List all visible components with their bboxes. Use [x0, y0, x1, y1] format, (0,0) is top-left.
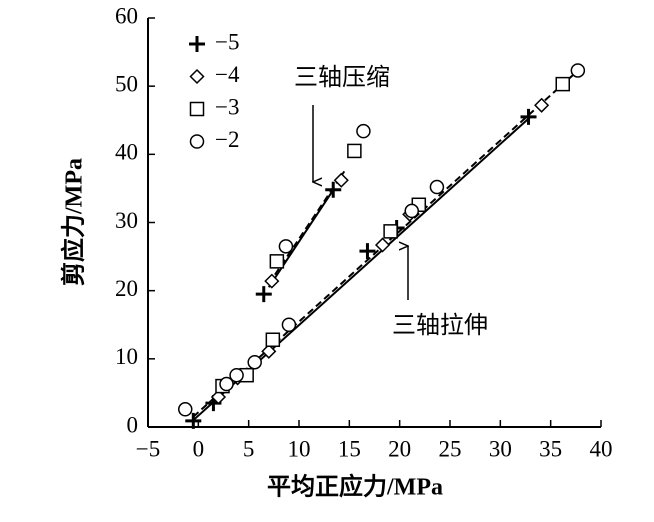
point — [570, 63, 586, 78]
point — [265, 332, 281, 347]
point — [404, 203, 419, 219]
x-axis-label: 平均正应力/MPa — [267, 473, 443, 501]
point — [347, 143, 362, 159]
point — [264, 273, 280, 289]
legend-label: −3 — [215, 94, 239, 119]
point — [374, 237, 391, 253]
annotation: 三轴压缩 — [294, 63, 390, 91]
legend-label: −4 — [215, 62, 240, 87]
y-axis-label: 剪应力/MPa — [60, 158, 88, 286]
y-tick-label: 50 — [115, 71, 138, 96]
x-tick-label: 40 — [590, 436, 613, 461]
point — [429, 179, 445, 195]
y-tick-label: 10 — [115, 344, 138, 369]
fit-line — [267, 187, 336, 288]
annotation: 三轴拉伸 — [392, 311, 488, 339]
point — [356, 123, 371, 139]
point — [383, 224, 398, 239]
x-tick-label: 5 — [243, 436, 255, 461]
legend-marker — [189, 134, 205, 149]
point — [325, 181, 342, 198]
y-tick-label: 0 — [127, 412, 139, 437]
legend-marker — [189, 36, 205, 52]
point — [281, 317, 297, 332]
x-tick-label: 35 — [539, 436, 562, 461]
point — [333, 172, 349, 188]
legend-label: −2 — [215, 127, 239, 152]
x-tick-label: 30 — [489, 436, 512, 461]
x-tick-label: 25 — [439, 436, 462, 461]
point — [269, 254, 285, 269]
x-tick-label: −5 — [136, 436, 160, 461]
point — [219, 376, 234, 392]
point — [534, 97, 550, 113]
point — [278, 239, 294, 254]
point — [210, 389, 227, 405]
point — [247, 354, 262, 370]
point — [229, 367, 244, 383]
y-tick-label: 20 — [115, 276, 138, 301]
point — [261, 343, 277, 359]
y-tick-label: 30 — [115, 208, 138, 233]
legend-label: −5 — [215, 29, 239, 54]
point — [185, 412, 202, 429]
x-tick-label: 10 — [288, 436, 311, 461]
point — [177, 402, 193, 417]
legend-marker — [189, 101, 205, 117]
legend-marker — [189, 68, 205, 85]
y-tick-label: 40 — [115, 140, 138, 165]
y-tick-label: 60 — [115, 3, 138, 28]
point — [555, 76, 570, 92]
point — [255, 286, 272, 303]
point — [359, 243, 376, 260]
point — [520, 108, 537, 125]
x-tick-label: 15 — [338, 436, 361, 461]
x-tick-label: 0 — [193, 436, 205, 461]
x-tick-label: 20 — [388, 436, 411, 461]
